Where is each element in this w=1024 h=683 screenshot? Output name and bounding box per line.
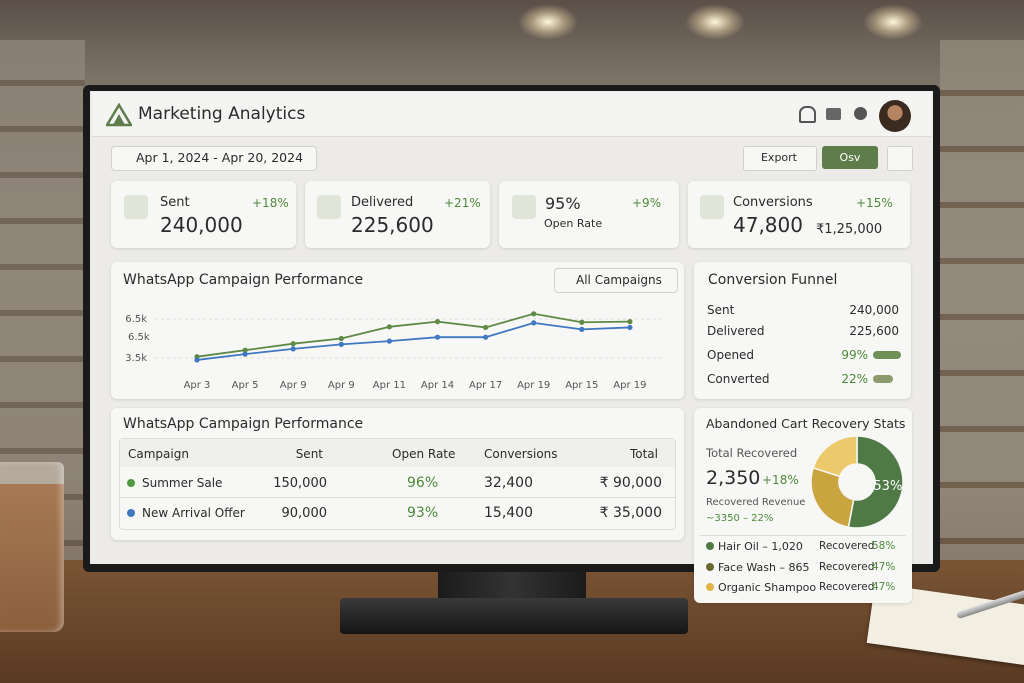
total-value: 2,350 bbox=[706, 467, 761, 489]
legend-pct: 47% bbox=[872, 581, 896, 593]
legend-dot bbox=[706, 542, 714, 550]
funnel-pill bbox=[873, 375, 893, 383]
cell: ₹ 35,000 bbox=[599, 505, 662, 521]
cell: 96% bbox=[407, 475, 439, 491]
legend-name: Face Wash – 865 bbox=[718, 560, 810, 574]
header-bar bbox=[92, 92, 931, 137]
cell: ₹ 90,000 bbox=[599, 475, 662, 491]
funnel-label: Converted bbox=[707, 372, 770, 386]
funnel-value: 225,600 bbox=[849, 324, 899, 338]
date-picker[interactable] bbox=[111, 146, 317, 171]
filter-label: All Campaigns bbox=[576, 273, 662, 287]
table-card bbox=[111, 408, 684, 540]
kpi-change: +21% bbox=[444, 196, 481, 210]
csv-button[interactable] bbox=[822, 146, 878, 169]
kpi-extra: ₹1,25,000 bbox=[816, 222, 883, 237]
kpi-card bbox=[688, 181, 910, 248]
cell: 150,000 bbox=[273, 476, 327, 491]
coffee-glass bbox=[0, 462, 64, 632]
table-header-bg bbox=[120, 439, 675, 467]
kpi-value: 240,000 bbox=[160, 213, 243, 237]
column-header: Total bbox=[629, 447, 658, 461]
shelves-right bbox=[940, 40, 1024, 560]
funnel-value: 22% bbox=[841, 372, 868, 386]
total-label: Total Recovered bbox=[706, 446, 798, 460]
funnel-label: Delivered bbox=[707, 324, 765, 338]
card-title: Abandoned Cart Recovery Stats bbox=[706, 416, 906, 431]
y-tick-label: 6.5k bbox=[128, 332, 150, 343]
app-title: Marketing Analytics bbox=[138, 104, 306, 124]
cell: 32,400 bbox=[484, 475, 533, 491]
kpi-sub: Open Rate bbox=[544, 217, 603, 230]
status-dot bbox=[127, 479, 135, 487]
legend-dot bbox=[706, 583, 714, 591]
settings-button[interactable] bbox=[887, 146, 913, 171]
legend-dot bbox=[706, 562, 714, 571]
cell: New Arrival Offer bbox=[142, 506, 245, 520]
column-header: Sent bbox=[295, 447, 323, 461]
kpi-value: 225,600 bbox=[351, 213, 434, 237]
kpi-icon bbox=[124, 195, 148, 219]
kpi-change: +18% bbox=[252, 196, 289, 210]
funnel-pill bbox=[873, 351, 901, 359]
row-divider bbox=[120, 497, 675, 498]
legend-status: Recovered bbox=[819, 560, 875, 573]
date-range: Apr 1, 2024 - Apr 20, 2024 bbox=[136, 150, 304, 165]
total-change: +18% bbox=[762, 473, 799, 487]
column-header: Open Rate bbox=[392, 447, 456, 461]
funnel-label: Opened bbox=[707, 348, 755, 362]
kpi-icon bbox=[512, 195, 536, 219]
kpi-change: +15% bbox=[856, 196, 893, 210]
cell: 93% bbox=[407, 505, 439, 521]
ceiling-light bbox=[518, 4, 578, 40]
cell: 15,400 bbox=[484, 505, 533, 521]
ceiling-light bbox=[863, 4, 923, 40]
monitor-base bbox=[340, 598, 688, 634]
divider bbox=[700, 535, 906, 536]
cell: 90,000 bbox=[281, 506, 328, 521]
funnel-label: Sent bbox=[707, 303, 735, 317]
legend-status: Recovered bbox=[819, 540, 875, 552]
export-label: Export bbox=[760, 151, 797, 164]
revenue-value: ~3350 – 22% bbox=[706, 513, 774, 524]
export-button[interactable] bbox=[743, 146, 817, 171]
legend-name: Organic Shampoo bbox=[718, 581, 817, 594]
kpi-label: Conversions bbox=[733, 195, 813, 210]
card-title: WhatsApp Campaign Performance bbox=[123, 416, 364, 432]
table-frame bbox=[119, 438, 676, 530]
kpi-icon bbox=[700, 195, 724, 219]
logo bbox=[106, 103, 132, 127]
kpi-value: 47,800 bbox=[733, 213, 803, 237]
ceiling-light bbox=[685, 4, 745, 40]
kpi-label: Sent bbox=[160, 195, 190, 210]
funnel-value: 99% bbox=[841, 348, 868, 362]
legend-pct: 58% bbox=[872, 540, 896, 552]
status-dot bbox=[127, 509, 135, 517]
kpi-change: +9% bbox=[632, 196, 662, 210]
card-title: Conversion Funnel bbox=[708, 272, 838, 288]
avatar[interactable] bbox=[879, 100, 911, 132]
cell: Summer Sale bbox=[142, 476, 223, 490]
revenue-label: Recovered Revenue bbox=[706, 497, 806, 508]
kpi-icon bbox=[317, 195, 341, 219]
legend-status: Recovered bbox=[819, 581, 875, 593]
campaign-filter[interactable] bbox=[554, 268, 678, 293]
funnel-value: 240,000 bbox=[849, 303, 899, 317]
legend-name: Hair Oil – 1,020 bbox=[718, 540, 803, 553]
csv-label: Osv bbox=[839, 151, 861, 164]
kpi-label: Delivered bbox=[351, 195, 414, 210]
column-header: Conversions bbox=[484, 447, 558, 461]
card-title: WhatsApp Campaign Performance bbox=[123, 272, 364, 288]
column-header: Campaign bbox=[128, 447, 189, 461]
legend-pct: 47% bbox=[872, 560, 896, 573]
kpi-label: 95% bbox=[545, 194, 581, 213]
bell-icon[interactable] bbox=[799, 106, 816, 123]
help-icon[interactable] bbox=[854, 107, 867, 120]
store-icon[interactable] bbox=[826, 108, 841, 120]
